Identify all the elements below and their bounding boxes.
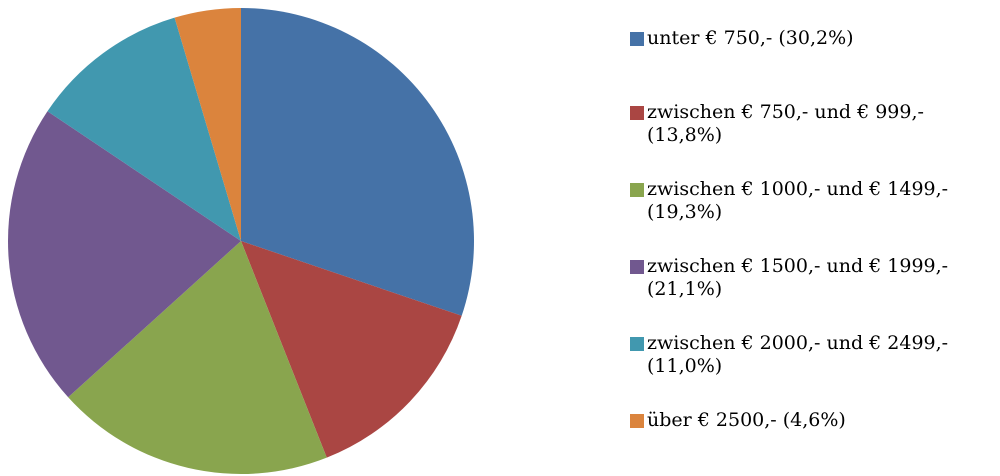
legend: unter € 750,- (30,2%) zwischen € 750,- un…	[630, 27, 996, 463]
legend-item: über € 2500,- (4,6%)	[630, 409, 996, 432]
legend-swatch	[630, 32, 644, 46]
legend-swatch	[630, 337, 644, 351]
pie-slice	[68, 241, 327, 474]
legend-swatch	[630, 414, 644, 428]
pie-slice	[47, 17, 241, 241]
legend-item: zwischen € 750,- und € 999,- (13,8%)	[630, 101, 996, 147]
legend-item: zwischen € 1000,- und € 1499,- (19,3%)	[630, 178, 996, 224]
legend-item: zwischen € 2000,- und € 2499,- (11,0%)	[630, 332, 996, 378]
legend-label: zwischen € 1500,- und € 1999,- (21,1%)	[647, 255, 949, 300]
legend-label: zwischen € 1000,- und € 1499,- (19,3%)	[647, 178, 949, 223]
pie-slice	[241, 241, 462, 458]
legend-swatch	[630, 260, 644, 274]
legend-label: zwischen € 750,- und € 999,- (13,8%)	[647, 101, 924, 146]
pie-slice	[174, 8, 241, 241]
pie-slice	[7, 111, 241, 398]
legend-item: zwischen € 1500,- und € 1999,- (21,1%)	[630, 255, 996, 301]
legend-swatch	[630, 106, 644, 120]
pie-slice	[241, 8, 474, 316]
legend-item: unter € 750,- (30,2%)	[630, 27, 996, 50]
legend-label: zwischen € 2000,- und € 2499,- (11,0%)	[647, 332, 949, 377]
legend-label: unter € 750,- (30,2%)	[647, 27, 854, 49]
legend-swatch	[630, 183, 644, 197]
legend-label: über € 2500,- (4,6%)	[647, 409, 846, 431]
chart	[7, 8, 474, 474]
